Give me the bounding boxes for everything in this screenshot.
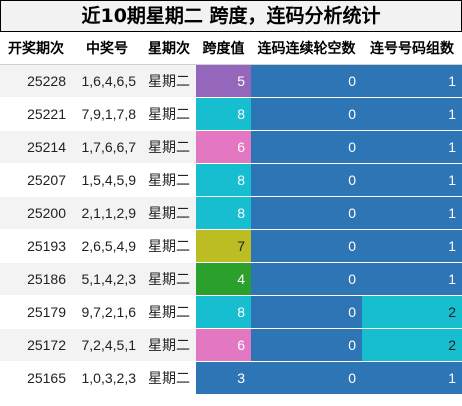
cell-consecutive-groups: 1	[362, 262, 462, 296]
cell-span: 4	[196, 262, 251, 296]
cell-consecutive-blank: 0	[251, 130, 362, 164]
cell-issue: 25172	[0, 328, 72, 362]
cell-consecutive-groups: 1	[362, 64, 462, 98]
cell-numbers: 2,6,5,4,9	[72, 229, 142, 263]
cell-span: 5	[196, 64, 251, 98]
cell-numbers: 1,5,4,5,9	[72, 163, 142, 197]
table-row: 25186 5,1,4,2,3 星期二 4 0 1	[0, 262, 462, 296]
cell-numbers: 1,0,3,2,3	[72, 361, 142, 395]
cell-weekday: 星期二	[142, 130, 196, 164]
table-row: 25165 1,0,3,2,3 星期二 3 0 1	[0, 361, 462, 395]
cell-numbers: 1,6,4,6,5	[72, 64, 142, 98]
cell-issue: 25165	[0, 361, 72, 395]
cell-consecutive-groups: 1	[362, 229, 462, 263]
cell-span: 3	[196, 361, 251, 395]
header-consecutive-groups: 连号号码组数	[362, 32, 462, 65]
cell-issue: 25228	[0, 64, 72, 98]
header-weekday: 星期次	[142, 32, 196, 65]
cell-consecutive-groups: 2	[362, 328, 462, 362]
cell-consecutive-groups: 1	[362, 196, 462, 230]
cell-consecutive-blank: 0	[251, 97, 362, 131]
table-row: 25200 2,1,1,2,9 星期二 8 0 1	[0, 196, 462, 230]
table-row: 25193 2,6,5,4,9 星期二 7 0 1	[0, 229, 462, 263]
cell-consecutive-blank: 0	[251, 295, 362, 329]
cell-consecutive-blank: 0	[251, 163, 362, 197]
cell-numbers: 2,1,1,2,9	[72, 196, 142, 230]
header-numbers: 中奖号	[72, 32, 142, 65]
header-span: 跨度值	[196, 32, 251, 65]
cell-weekday: 星期二	[142, 229, 196, 263]
cell-issue: 25179	[0, 295, 72, 329]
cell-weekday: 星期二	[142, 97, 196, 131]
cell-numbers: 7,9,1,7,8	[72, 97, 142, 131]
cell-weekday: 星期二	[142, 295, 196, 329]
cell-issue: 25214	[0, 130, 72, 164]
cell-weekday: 星期二	[142, 196, 196, 230]
cell-consecutive-blank: 0	[251, 196, 362, 230]
cell-consecutive-blank: 0	[251, 229, 362, 263]
panel-title: 近10期星期二 跨度，连码分析统计	[0, 0, 462, 32]
cell-numbers: 5,1,4,2,3	[72, 262, 142, 296]
cell-consecutive-blank: 0	[251, 328, 362, 362]
cell-issue: 25193	[0, 229, 72, 263]
cell-weekday: 星期二	[142, 64, 196, 98]
cell-consecutive-blank: 0	[251, 361, 362, 395]
cell-issue: 25200	[0, 196, 72, 230]
table-row: 25214 1,7,6,6,7 星期二 6 0 1	[0, 130, 462, 164]
cell-span: 8	[196, 295, 251, 329]
cell-span: 8	[196, 196, 251, 230]
cell-numbers: 1,7,6,6,7	[72, 130, 142, 164]
table-body: 25228 1,6,4,6,5 星期二 5 0 1 25221 7,9,1,7,8 星期二 8 0 1…	[0, 64, 462, 395]
table-row: 25207 1,5,4,5,9 星期二 8 0 1	[0, 163, 462, 197]
cell-weekday: 星期二	[142, 361, 196, 395]
cell-span: 6	[196, 328, 251, 362]
table-row: 25179 9,7,2,1,6 星期二 8 0 2	[0, 295, 462, 329]
cell-span: 7	[196, 229, 251, 263]
cell-weekday: 星期二	[142, 163, 196, 197]
table-row: 25228 1,6,4,6,5 星期二 5 0 1	[0, 64, 462, 98]
cell-consecutive-groups: 1	[362, 130, 462, 164]
cell-numbers: 7,2,4,5,1	[72, 328, 142, 362]
cell-span: 8	[196, 97, 251, 131]
cell-consecutive-groups: 2	[362, 295, 462, 329]
cell-consecutive-blank: 0	[251, 64, 362, 98]
cell-issue: 25186	[0, 262, 72, 296]
table-row: 25221 7,9,1,7,8 星期二 8 0 1	[0, 97, 462, 131]
cell-issue: 25207	[0, 163, 72, 197]
cell-weekday: 星期二	[142, 262, 196, 296]
table-row: 25172 7,2,4,5,1 星期二 6 0 2	[0, 328, 462, 362]
cell-numbers: 9,7,2,1,6	[72, 295, 142, 329]
cell-weekday: 星期二	[142, 328, 196, 362]
cell-consecutive-blank: 0	[251, 262, 362, 296]
cell-consecutive-groups: 1	[362, 361, 462, 395]
header-issue: 开奖期次	[0, 32, 72, 65]
cell-span: 6	[196, 130, 251, 164]
cell-consecutive-groups: 1	[362, 97, 462, 131]
cell-issue: 25221	[0, 97, 72, 131]
cell-consecutive-groups: 1	[362, 163, 462, 197]
header-consecutive-blank: 连码连续轮空数	[251, 32, 362, 65]
header-row: 开奖期次 中奖号 星期次 跨度值 连码连续轮空数 连号号码组数	[0, 32, 462, 65]
stats-table: 开奖期次 中奖号 星期次 跨度值 连码连续轮空数 连号号码组数 25228 1,6…	[0, 32, 462, 395]
cell-span: 8	[196, 163, 251, 197]
